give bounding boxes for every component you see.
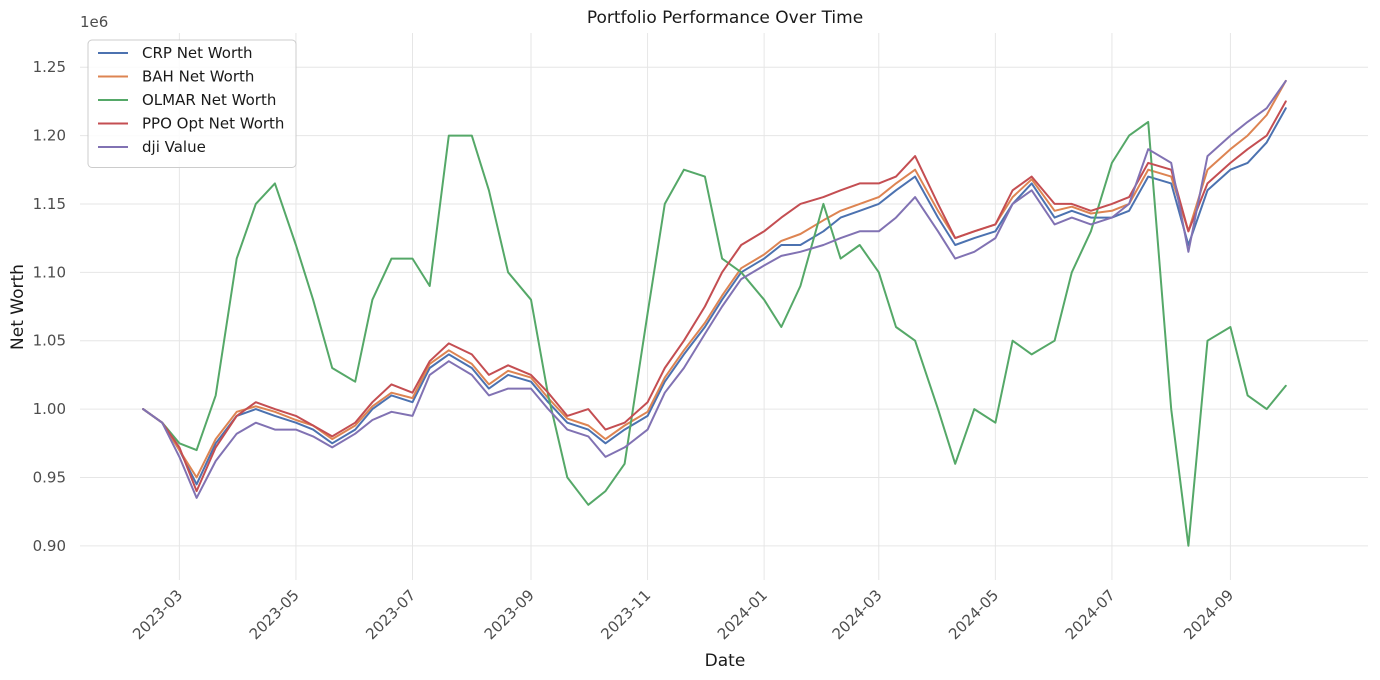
series-lines xyxy=(142,79,1287,547)
legend-label: CRP Net Worth xyxy=(142,44,253,62)
x-tick-label: 2024-01 xyxy=(714,586,771,643)
legend-label: dji Value xyxy=(142,138,206,156)
x-tick-label: 2023-05 xyxy=(246,586,303,643)
y-tick-label: 1.20 xyxy=(33,127,66,145)
series-line-5 xyxy=(142,79,1287,499)
series-line-2 xyxy=(142,79,1287,479)
legend-box xyxy=(87,39,297,168)
x-tick-label: 2023-03 xyxy=(129,586,186,643)
legend: CRP Net Worth BAH Net Worth OLMAR Net Wort… xyxy=(87,39,297,168)
x-tick-label: 2023-09 xyxy=(481,586,538,643)
x-tick-label: 2024-09 xyxy=(1180,586,1237,643)
series-line-4 xyxy=(142,100,1287,493)
x-tick-label: 2023-11 xyxy=(597,586,654,643)
y-tick-label: 1.05 xyxy=(33,332,66,350)
x-axis-label: Date xyxy=(705,651,746,671)
y-axis-label: Net Worth xyxy=(8,264,28,350)
series-line-3 xyxy=(142,120,1287,547)
x-tick-label: 2024-05 xyxy=(945,586,1002,643)
legend-label: BAH Net Worth xyxy=(142,68,254,86)
y-tick-label: 1.00 xyxy=(33,400,66,418)
chart-title: Portfolio Performance Over Time xyxy=(587,8,863,28)
y-tick-label: 1.25 xyxy=(33,58,66,76)
y-tick-label: 0.95 xyxy=(33,468,66,486)
y-tick-label: 0.90 xyxy=(33,537,66,555)
legend-label: PPO Opt Net Worth xyxy=(142,115,284,133)
y-tick-label: 1.15 xyxy=(33,195,66,213)
series-line-1 xyxy=(142,107,1287,486)
x-tick-label: 2024-03 xyxy=(829,586,886,643)
x-tick-label: 2023-07 xyxy=(362,586,419,643)
y-tick-label: 1.10 xyxy=(33,263,66,281)
y-offset-label: 1e6 xyxy=(80,13,108,31)
legend-label: OLMAR Net Worth xyxy=(142,91,276,109)
grid xyxy=(80,33,1368,580)
x-tick-label: 2024-07 xyxy=(1062,586,1119,643)
